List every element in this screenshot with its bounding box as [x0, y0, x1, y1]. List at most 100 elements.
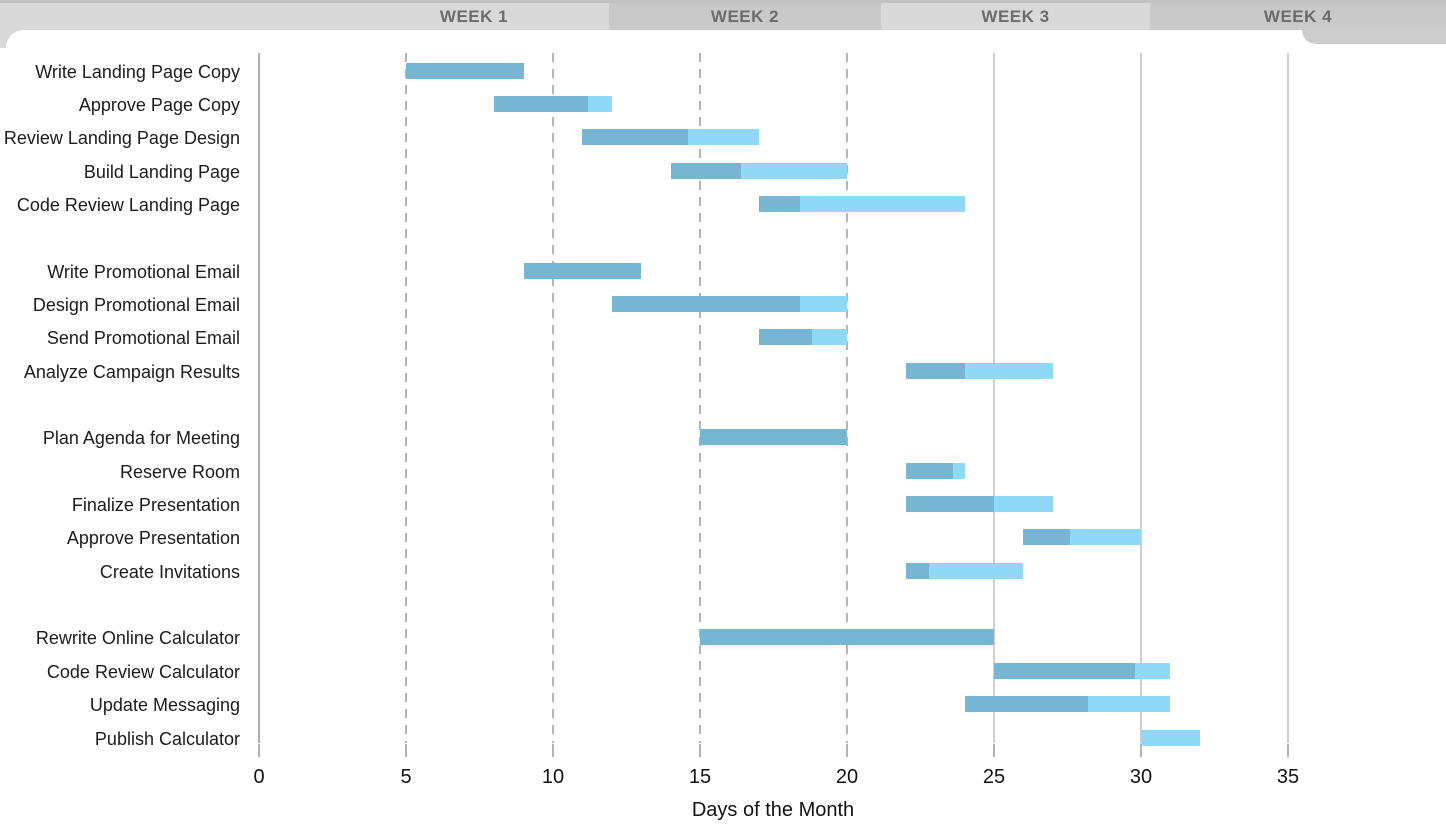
gantt-bar [758, 195, 965, 212]
card-corner-right [1302, 30, 1446, 44]
week-header-strip: WEEK 1 WEEK 2 WEEK 3 WEEK 4 [0, 0, 1446, 30]
gantt-bar [758, 329, 847, 346]
x-axis-tick-10 [552, 744, 554, 757]
gantt-bar-complete [406, 62, 524, 79]
gantt-bar-remaining [799, 195, 965, 212]
gantt-bar [611, 295, 847, 312]
week-header-label: WEEK 4 [1263, 6, 1333, 26]
gantt-bar-remaining [1070, 529, 1141, 546]
gantt-bar [905, 462, 965, 479]
x-axis-tick-label: 15 [688, 766, 712, 788]
week-header-label: WEEK 2 [710, 6, 780, 26]
gantt-bar-complete [523, 262, 642, 279]
gantt-bar-remaining [1088, 696, 1171, 713]
x-axis-title: Days of the Month [691, 799, 855, 821]
gantt-bar-complete [905, 562, 930, 579]
task-row-label: Publish Calculator [94, 728, 240, 749]
gantt-bar [670, 162, 847, 179]
gridline-day-15 [699, 53, 701, 743]
gantt-bar-remaining [741, 162, 847, 179]
x-axis-tick-label: 10 [541, 766, 565, 788]
top-edge-line [0, 0, 1446, 3]
gantt-bar [582, 129, 759, 146]
gantt-bar [406, 62, 524, 79]
task-row-label: Finalize Presentation [71, 495, 240, 516]
gantt-bar [700, 629, 994, 646]
x-axis-tick-label: 20 [835, 766, 859, 788]
x-axis-tick-label: 5 [400, 766, 412, 788]
gridline-day-20 [846, 53, 848, 743]
gantt-bar-remaining [964, 362, 1053, 379]
gantt-bar-complete [994, 662, 1136, 679]
task-row-label: Send Promotional Email [46, 328, 240, 349]
x-axis-tick-35 [1287, 744, 1289, 757]
gantt-bar [1141, 729, 1200, 746]
week-header-segment: WEEK 2 [609, 0, 881, 30]
gantt-bar [905, 496, 1053, 513]
gantt-bar-complete [700, 429, 847, 446]
gantt-bar-complete [670, 162, 742, 179]
gantt-bar-complete [611, 295, 800, 312]
week-header-segment: WEEK 3 [881, 0, 1150, 30]
x-axis-tick-label: 25 [982, 766, 1006, 788]
task-row-label: Create Invitations [99, 561, 240, 582]
gantt-bar-complete [758, 195, 800, 212]
x-axis-tick-label: 0 [253, 766, 265, 788]
week-header-segment: WEEK 1 [339, 0, 609, 30]
x-axis-tick-0 [258, 744, 260, 757]
gantt-bar [905, 562, 1024, 579]
task-row-label: Reserve Room [119, 461, 240, 482]
gantt-bar-complete [582, 129, 689, 146]
gantt-bar [1023, 529, 1141, 546]
gantt-bar-remaining [588, 95, 612, 112]
gantt-bar-complete [905, 462, 953, 479]
gantt-bar-complete [494, 95, 589, 112]
gridline-day-35 [1287, 53, 1289, 743]
gantt-bar [994, 662, 1171, 679]
gantt-bar-complete [1023, 529, 1071, 546]
gantt-bar-complete [700, 629, 994, 646]
x-axis-tick-label: 30 [1129, 766, 1153, 788]
task-row-label: Update Messaging [89, 695, 240, 716]
gantt-bar-complete [905, 362, 965, 379]
card-corner-left-mask [6, 30, 42, 50]
x-axis-tick-label: 35 [1276, 766, 1300, 788]
gantt-bar-remaining [688, 129, 759, 146]
gantt-bar-remaining [799, 295, 847, 312]
task-row-label: Code Review Landing Page [16, 194, 240, 215]
gantt-bar [905, 362, 1053, 379]
gantt-bar-remaining [993, 496, 1053, 513]
task-row-label: Approve Presentation [66, 528, 240, 549]
gridline-day-10 [552, 53, 554, 743]
gantt-bar [523, 262, 642, 279]
task-row-label: Plan Agenda for Meeting [42, 428, 240, 449]
gantt-bar-remaining [929, 562, 1024, 579]
gridline-day-30 [1140, 53, 1142, 743]
gantt-bar-remaining [1135, 662, 1171, 679]
task-row-label: Code Review Calculator [46, 661, 240, 682]
task-row-label: Design Promotional Email [32, 294, 240, 315]
task-row-label: Analyze Campaign Results [23, 361, 240, 382]
gridline-day-5 [405, 53, 407, 743]
task-row-label: Rewrite Online Calculator [35, 628, 240, 649]
gantt-bar-remaining [1141, 729, 1200, 746]
gantt-bar [700, 429, 847, 446]
x-axis-tick-30 [1140, 744, 1142, 757]
gantt-bar-complete [964, 696, 1089, 713]
gantt-bar [494, 95, 612, 112]
week-header-label: WEEK 1 [439, 6, 509, 26]
gridline-day-25 [993, 53, 995, 743]
x-axis-tick-15 [699, 744, 701, 757]
task-row-label: Build Landing Page [83, 161, 240, 182]
x-axis-tick-25 [993, 744, 995, 757]
gantt-bar [964, 696, 1171, 713]
gantt-bar-remaining [952, 462, 965, 479]
gantt-bar-complete [905, 496, 994, 513]
task-row-label: Write Landing Page Copy [35, 61, 240, 82]
task-row-label: Approve Page Copy [78, 94, 240, 115]
task-row-label: Review Landing Page Design [3, 128, 240, 149]
week-header-segment: WEEK 4 [1150, 0, 1446, 30]
task-row-label: Write Promotional Email [47, 261, 240, 282]
